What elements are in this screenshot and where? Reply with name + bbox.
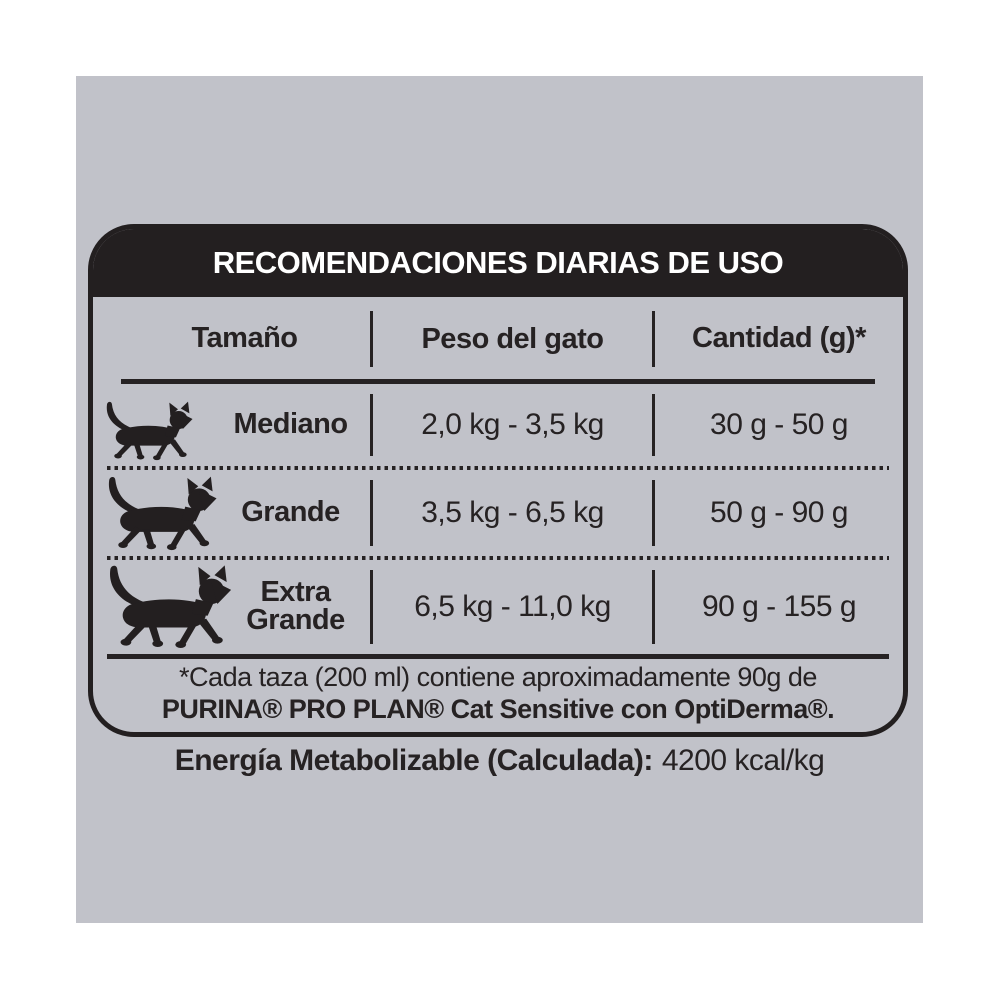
column-header-amount: Cantidad (g)* [692, 321, 866, 354]
row-separator-dotted [107, 556, 889, 560]
energy-label: Energía Metabolizable (Calculada): [174, 744, 654, 777]
size-label: Mediano [233, 408, 348, 441]
size-label: Grande [241, 496, 340, 529]
column-header-size: Tamaño [191, 321, 298, 354]
weight-value: 3,5 kg - 6,5 kg [370, 480, 655, 546]
footnote-line2: PURINA® PRO PLAN® Cat Sensitive con Opti… [161, 693, 835, 724]
table-row: Grande 3,5 kg - 6,5 kg 50 g - 90 g [93, 470, 903, 556]
footnote-line1: *Cada taza (200 ml) contiene aproximadam… [179, 662, 817, 693]
column-header-weight: Peso del gato [370, 311, 655, 367]
size-label: Extra Grande [246, 576, 345, 636]
table-header-row: Tamaño Peso del gato Cantidad (g)* [93, 297, 903, 379]
table-row: Extra Grande 6,5 kg - 11,0 kg 90 g - 155… [93, 560, 903, 654]
size-cell-mediano: Mediano [93, 384, 370, 466]
cat-small-icon [106, 401, 193, 461]
size-cell-grande: Grande [93, 470, 370, 556]
metabolizable-energy-line: Energía Metabolizable (Calculada): 4200 k… [76, 744, 923, 778]
panel-title: RECOMENDACIONES DIARIAS DE USO [212, 245, 784, 280]
feeding-recommendations-panel: RECOMENDACIONES DIARIAS DE USO Tamaño Pe… [88, 224, 908, 737]
cat-medium-icon [108, 476, 217, 551]
amount-value: 30 g - 50 g [710, 408, 848, 441]
energy-value: 4200 kcal/kg [661, 744, 825, 777]
amount-value: 50 g - 90 g [710, 496, 848, 529]
size-cell-extra-grande: Extra Grande [93, 560, 370, 654]
header-underline [121, 379, 875, 384]
amount-value: 90 g - 155 g [701, 590, 857, 623]
table-row: Mediano 2,0 kg - 3,5 kg 30 g - 50 g [93, 384, 903, 466]
weight-value: 6,5 kg - 11,0 kg [370, 570, 655, 644]
package-background [76, 76, 923, 923]
row-separator-dotted [107, 466, 889, 470]
cat-large-icon [110, 565, 232, 649]
footnote-divider [107, 654, 889, 659]
panel-header: RECOMENDACIONES DIARIAS DE USO [93, 229, 903, 297]
footnote: *Cada taza (200 ml) contiene aproximadam… [93, 659, 903, 732]
weight-value: 2,0 kg - 3,5 kg [370, 394, 655, 456]
